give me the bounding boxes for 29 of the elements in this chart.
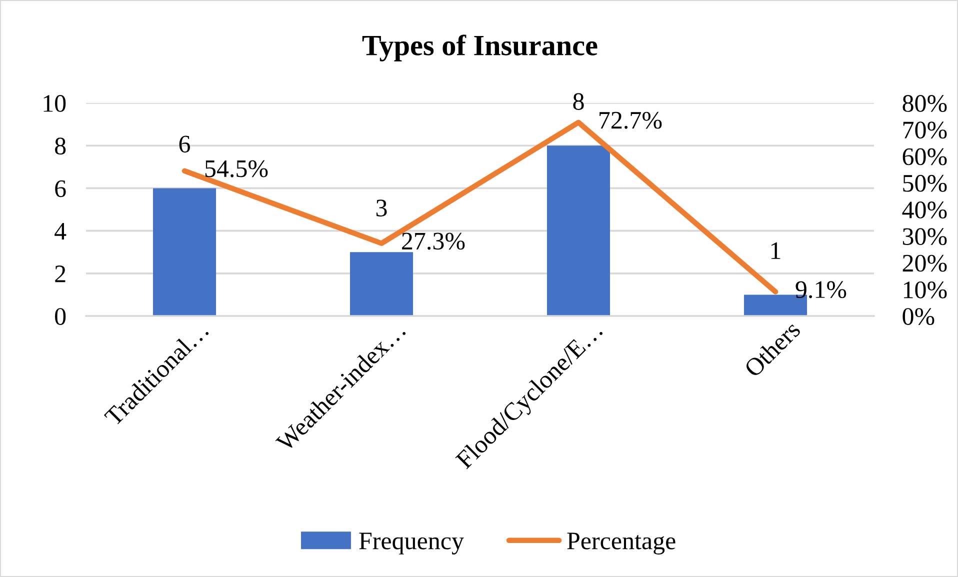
legend-label: Frequency	[359, 532, 464, 554]
y2-tick-label: 40%	[902, 202, 947, 219]
data-label: 72.7%	[600, 112, 662, 129]
data-label: 54.5%	[205, 160, 268, 178]
data-label: 1	[771, 242, 780, 259]
y2-tick-label: 20%	[902, 254, 947, 272]
data-label: 6	[179, 136, 190, 153]
y2-tick-label: 30%	[902, 228, 947, 246]
bar	[153, 188, 216, 316]
data-label: 3	[376, 200, 387, 216]
bar	[546, 146, 610, 316]
y-tick-label: 4	[54, 223, 66, 240]
y-tick-label: 10	[44, 95, 66, 112]
y2-tick-label: 70%	[903, 122, 947, 139]
y-tick-label: 0	[55, 308, 66, 325]
bar	[350, 252, 414, 316]
y-tick-label: 6	[55, 180, 66, 198]
data-label: 9.1%	[796, 281, 846, 298]
y2-tick-label: 80%	[902, 95, 947, 112]
legend-label: Percentage	[567, 532, 676, 554]
y2-tick-label: 10%	[904, 281, 947, 298]
y2-tick-label: 0%	[902, 308, 934, 326]
data-label: 27.3%	[402, 232, 465, 250]
chart-title: Types of Insurance	[362, 34, 598, 62]
y-tick-label: 8	[55, 138, 66, 155]
y2-tick-label: 50%	[903, 174, 947, 192]
y-tick-label: 2	[55, 266, 66, 282]
y2-tick-label: 60%	[902, 148, 947, 166]
data-label: 8	[573, 93, 584, 110]
